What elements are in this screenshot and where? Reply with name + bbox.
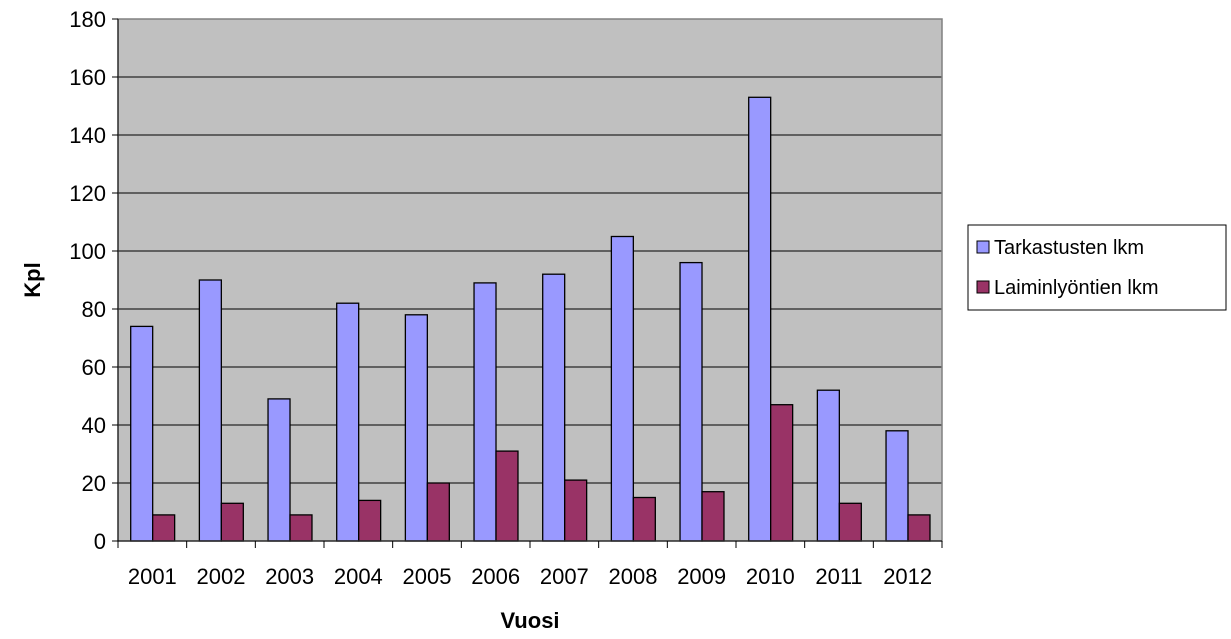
bars — [130, 96, 931, 542]
x-tick-label: 2012 — [883, 564, 932, 589]
bar-tarkastusten-2004 — [336, 302, 360, 542]
axes: 0 20 40 60 80 100 120 140 160 180 2001 2002 2003 2004… — [69, 7, 943, 589]
bar-tarkastusten-2002 — [198, 279, 222, 542]
bar-laiminlyontien-2009 — [701, 491, 725, 542]
x-axis-title: Vuosi — [500, 608, 559, 633]
bar-tarkastusten-2009 — [679, 261, 703, 542]
bar-laiminlyontien-2002 — [220, 502, 244, 542]
x-tick-label: 2005 — [403, 564, 452, 589]
x-tick-label: 2009 — [677, 564, 726, 589]
bar-tarkastusten-2008 — [610, 235, 634, 542]
y-tick-label: 60 — [82, 355, 106, 380]
y-tick-label: 20 — [82, 471, 106, 496]
y-tick-label: 100 — [69, 239, 106, 264]
x-tick-label: 2006 — [471, 564, 520, 589]
x-tick-label: 2011 — [815, 564, 862, 589]
bar-laiminlyontien-2011 — [838, 502, 862, 542]
x-tick-label: 2002 — [197, 564, 246, 589]
y-tick-label: 180 — [69, 7, 106, 32]
y-tick-label: 140 — [69, 123, 106, 148]
bar-tarkastusten-2005 — [404, 314, 428, 542]
x-tick-label: 2004 — [334, 564, 383, 589]
legend-box — [967, 224, 1227, 311]
y-tick-label: 80 — [82, 297, 106, 322]
x-tick-label: 2008 — [609, 564, 658, 589]
bar-laiminlyontien-2005 — [426, 482, 450, 542]
bar-tarkastusten-2006 — [473, 282, 497, 542]
y-tick-label: 40 — [82, 413, 106, 438]
y-tick-label: 160 — [69, 65, 106, 90]
legend-swatch — [976, 280, 990, 294]
bar-laiminlyontien-2004 — [358, 499, 382, 542]
bar-laiminlyontien-2012 — [907, 514, 931, 542]
bar-tarkastusten-2012 — [885, 430, 909, 542]
bar-tarkastusten-2011 — [816, 389, 840, 542]
bar-laiminlyontien-2003 — [289, 514, 313, 542]
bar-laiminlyontien-2006 — [495, 450, 519, 542]
gridlines — [118, 76, 942, 484]
bar-tarkastusten-2007 — [542, 273, 566, 542]
legend: Tarkastusten lkm Laiminlyöntien lkm — [967, 224, 1227, 311]
legend-swatch — [976, 240, 990, 254]
legend-label: Tarkastusten lkm — [994, 237, 1144, 259]
bar-laiminlyontien-2010 — [770, 404, 794, 542]
bar-laiminlyontien-2001 — [152, 514, 176, 542]
y-tick-label: 0 — [94, 529, 106, 554]
bar-tarkastusten-2010 — [748, 96, 772, 542]
bar-tarkastusten-2003 — [267, 398, 291, 542]
x-tick-label: 2003 — [265, 564, 314, 589]
bar-laiminlyontien-2007 — [564, 479, 588, 542]
plot-area — [118, 19, 942, 541]
x-tick-label: 2001 — [128, 564, 177, 589]
y-axis-title: Kpl — [20, 262, 45, 297]
bar-laiminlyontien-2008 — [632, 496, 656, 542]
y-tick-label: 120 — [69, 181, 106, 206]
legend-label: Laiminlyöntien lkm — [994, 277, 1159, 299]
bar-tarkastusten-2001 — [130, 325, 154, 542]
x-tick-label: 2010 — [746, 564, 795, 589]
x-tick-label: 2007 — [540, 564, 589, 589]
